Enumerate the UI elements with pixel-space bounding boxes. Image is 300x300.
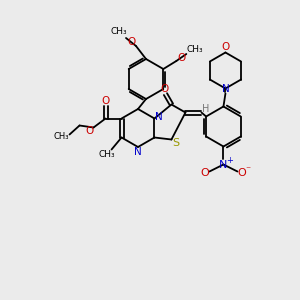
Text: CH₃: CH₃ [111, 28, 127, 37]
Text: O: O [85, 127, 94, 136]
Text: O: O [177, 53, 185, 63]
Text: O: O [221, 43, 230, 52]
Text: N: N [154, 112, 162, 122]
Text: CH₃: CH₃ [54, 132, 69, 141]
Text: O: O [237, 169, 246, 178]
Text: N: N [134, 147, 142, 157]
Text: S: S [172, 139, 179, 148]
Text: O: O [200, 169, 209, 178]
Text: O: O [128, 37, 136, 47]
Text: N: N [219, 160, 228, 170]
Text: H: H [202, 103, 209, 113]
Text: +: + [226, 156, 233, 165]
Text: O: O [101, 95, 110, 106]
Text: CH₃: CH₃ [98, 150, 115, 159]
Text: CH₃: CH₃ [186, 44, 202, 53]
Text: N: N [222, 83, 229, 94]
Text: O: O [160, 84, 169, 94]
Text: ⁻: ⁻ [245, 166, 250, 176]
